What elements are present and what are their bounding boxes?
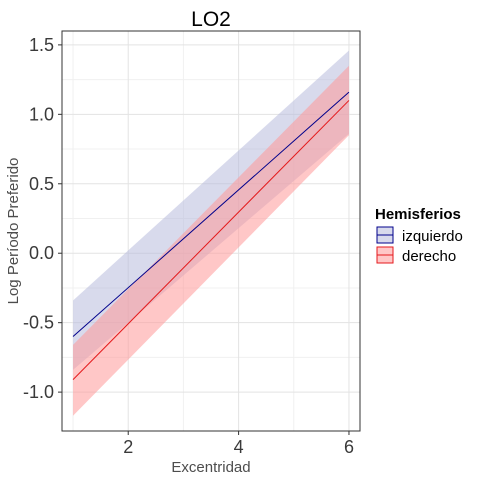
y-axis-title: Log Período Preferido bbox=[5, 158, 22, 305]
fit-lines bbox=[72, 91, 350, 380]
y-tick-label: 1.5 bbox=[29, 35, 54, 55]
x-tick-label: 6 bbox=[344, 437, 354, 457]
y-axis: -1.0 -0.5 0.0 0.5 1.0 1.5 bbox=[23, 35, 62, 402]
fit-line-derecho bbox=[72, 100, 350, 380]
y-tick-label: -0.5 bbox=[23, 313, 54, 333]
plot-border bbox=[61, 30, 361, 432]
x-tick-label: 2 bbox=[123, 437, 133, 457]
fit-line-izquierdo bbox=[72, 91, 350, 337]
x-axis-title: Excentridad bbox=[171, 459, 250, 476]
legend-title: Hemisferios bbox=[375, 206, 461, 223]
x-axis: 2 4 6 bbox=[123, 431, 354, 457]
legend-item-izquierdo: izquierdo bbox=[376, 226, 463, 245]
plot-area bbox=[61, 30, 361, 432]
legend-item-derecho: derecho bbox=[376, 246, 456, 265]
y-tick-label: 0.5 bbox=[29, 174, 54, 194]
legend-label-izquierdo: izquierdo bbox=[402, 228, 463, 245]
chart-title: LO2 bbox=[191, 8, 231, 31]
legend-label-derecho: derecho bbox=[402, 248, 456, 265]
x-tick-label: 4 bbox=[234, 437, 244, 457]
y-tick-label: 0.0 bbox=[29, 243, 54, 263]
y-tick-label: 1.0 bbox=[29, 104, 54, 124]
y-tick-label: -1.0 bbox=[23, 382, 54, 402]
legend: Hemisferios izquierdo derecho bbox=[375, 206, 463, 265]
legend-items: izquierdo derecho bbox=[376, 226, 463, 265]
